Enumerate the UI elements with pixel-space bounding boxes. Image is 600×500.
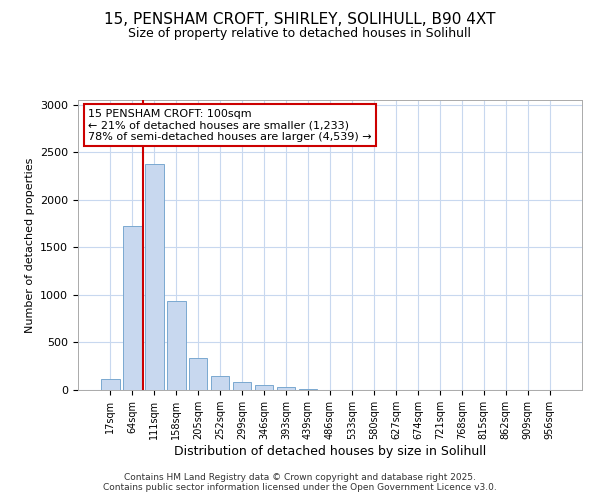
- Y-axis label: Number of detached properties: Number of detached properties: [25, 158, 35, 332]
- Text: Size of property relative to detached houses in Solihull: Size of property relative to detached ho…: [128, 28, 472, 40]
- Text: Contains HM Land Registry data © Crown copyright and database right 2025.
Contai: Contains HM Land Registry data © Crown c…: [103, 473, 497, 492]
- Bar: [255, 385, 274, 390]
- Bar: [299, 389, 317, 390]
- Bar: [123, 226, 142, 390]
- Bar: [211, 376, 229, 390]
- Bar: [277, 387, 295, 390]
- X-axis label: Distribution of detached houses by size in Solihull: Distribution of detached houses by size …: [174, 445, 486, 458]
- Bar: [167, 300, 185, 390]
- Bar: [145, 164, 164, 390]
- Text: 15, PENSHAM CROFT, SHIRLEY, SOLIHULL, B90 4XT: 15, PENSHAM CROFT, SHIRLEY, SOLIHULL, B9…: [104, 12, 496, 28]
- Bar: [233, 382, 251, 390]
- Bar: [101, 378, 119, 390]
- Text: 15 PENSHAM CROFT: 100sqm
← 21% of detached houses are smaller (1,233)
78% of sem: 15 PENSHAM CROFT: 100sqm ← 21% of detach…: [88, 108, 372, 142]
- Bar: [189, 358, 208, 390]
